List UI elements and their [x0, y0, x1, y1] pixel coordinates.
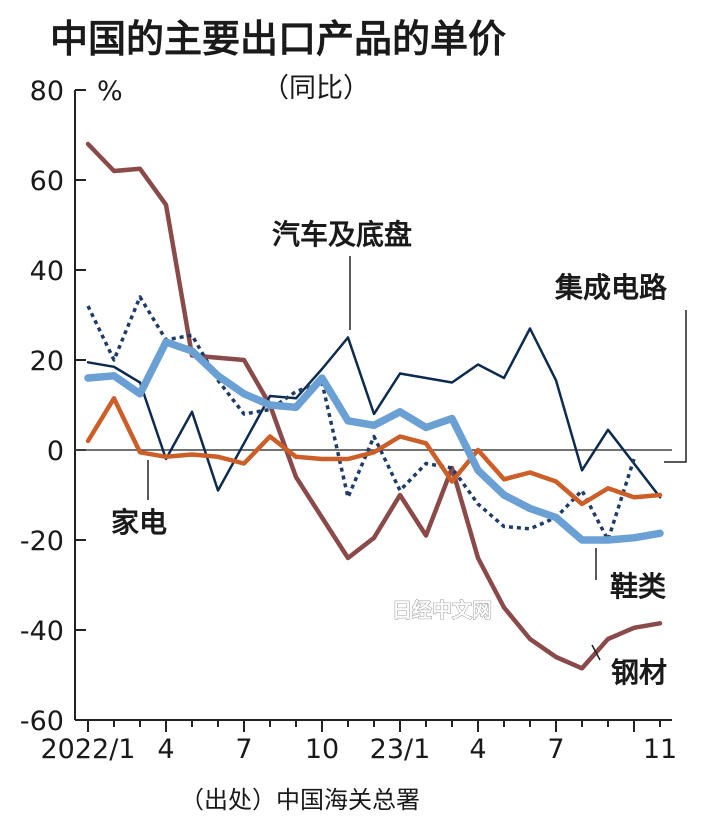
series-label-汽车及底盘: 汽车及底盘	[272, 218, 412, 251]
x-tick-label: 23/1	[370, 734, 431, 765]
series-label-钢材: 钢材	[611, 656, 667, 689]
x-tick-label: 10	[305, 734, 339, 765]
y-tick-label: -60	[20, 706, 64, 737]
y-tick-label: 80	[30, 76, 64, 107]
x-tick-label: 11	[643, 734, 677, 765]
series-label-家电: 家电	[111, 506, 167, 539]
leader-line-钢材	[591, 644, 601, 661]
x-tick-label: 7	[235, 734, 252, 765]
chart-subtitle: （同比）	[262, 73, 370, 104]
leader-line-集成电路	[664, 310, 687, 463]
x-tick-label: 4	[469, 734, 486, 765]
y-tick-label: 0	[47, 436, 64, 467]
series-line-鞋类	[84, 338, 664, 544]
chart-title: 中国的主要出口产品的单价	[50, 17, 506, 61]
series-line-集成电路	[86, 327, 662, 499]
y-tick-label: -40	[20, 616, 64, 647]
series-line-钢材	[85, 141, 663, 671]
x-axis: 2022/1 4 7 10 23/1 4 7 11	[41, 719, 677, 765]
series-label-集成电路: 集成电路	[554, 271, 668, 304]
x-tick-label: 4	[157, 734, 174, 765]
y-axis-unit: %	[97, 76, 123, 107]
source-note: （出处）中国海关总署	[180, 786, 420, 814]
y-tick-label: 20	[30, 346, 64, 377]
x-tick-label: 7	[547, 734, 564, 765]
series-lines	[84, 141, 664, 671]
y-axis: -60 -40 -20 0 20 40 60 80	[20, 76, 86, 737]
series-line-家电	[85, 396, 663, 507]
watermark: 日经中文网	[392, 598, 492, 622]
series-label-鞋类: 鞋类	[610, 570, 666, 603]
series-line-汽车及底盘	[86, 295, 636, 542]
x-tick-label: 2022/1	[41, 734, 136, 765]
y-tick-label: 40	[30, 256, 64, 287]
y-tick-label: 60	[30, 166, 64, 197]
y-tick-label: -20	[20, 526, 64, 557]
